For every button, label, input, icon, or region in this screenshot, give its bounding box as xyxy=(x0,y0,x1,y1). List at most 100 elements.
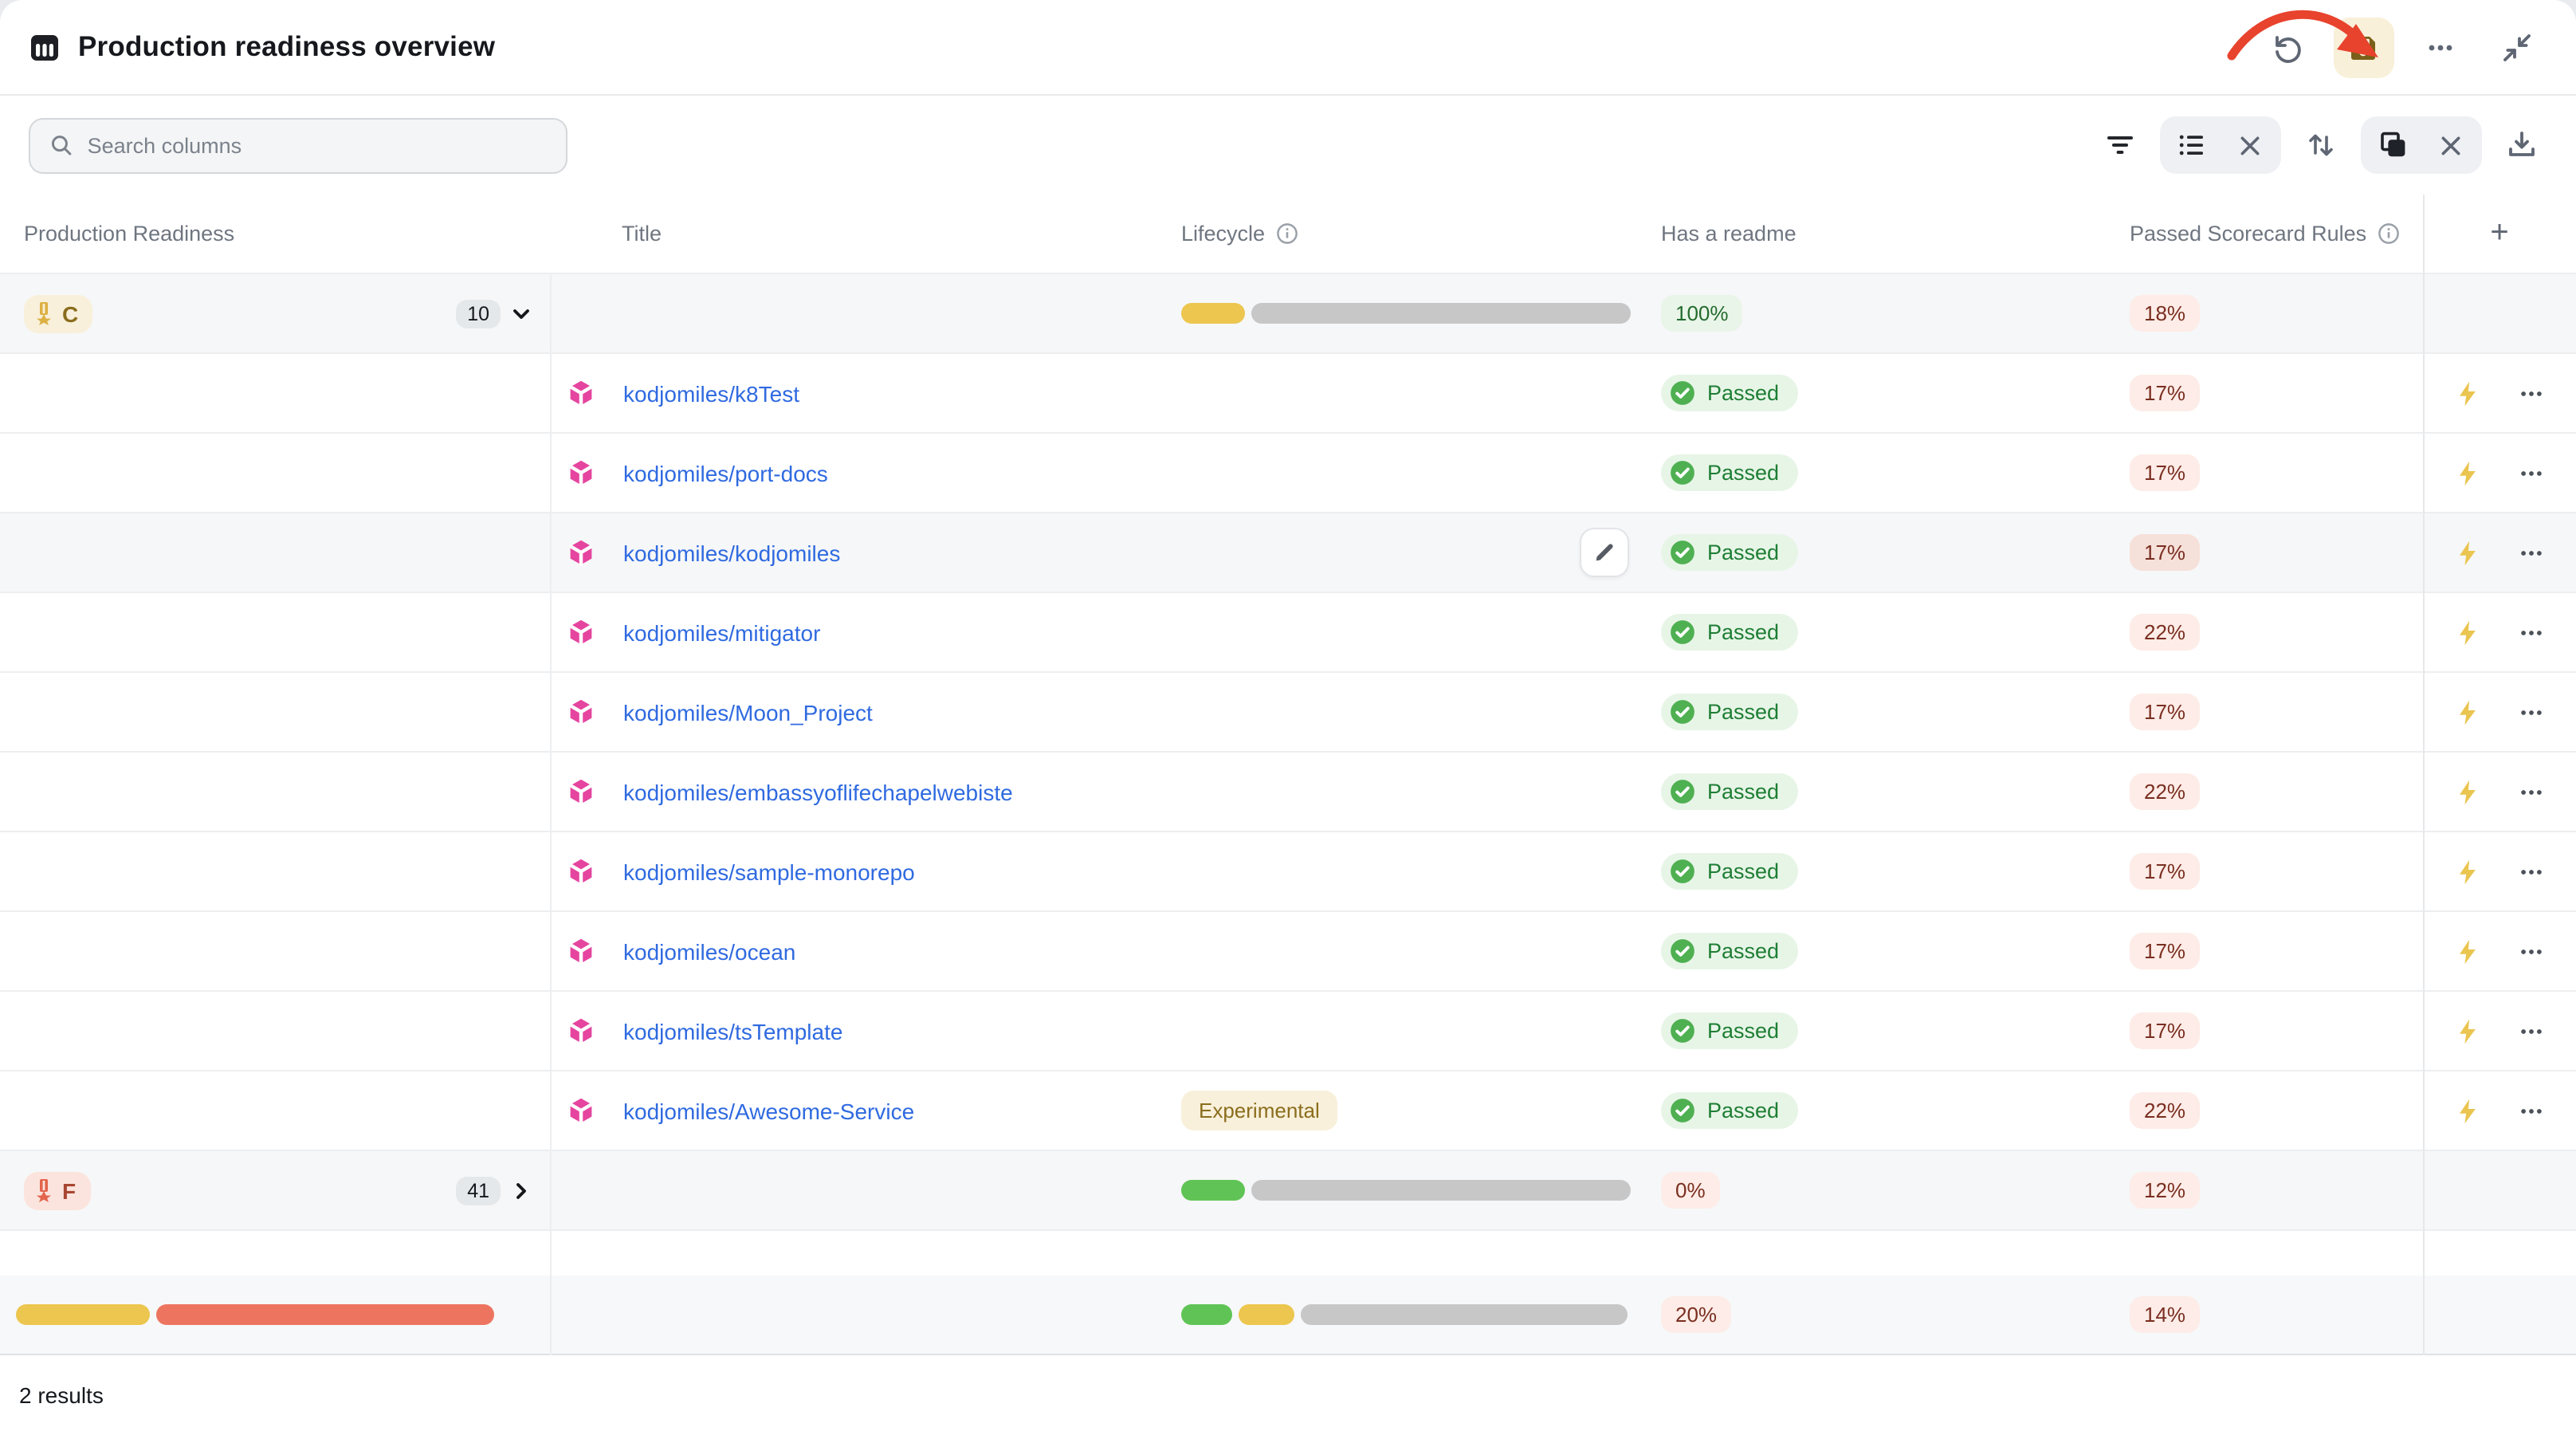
lifecycle-summary-bar xyxy=(1181,303,1631,324)
column-header-title[interactable]: Title xyxy=(622,222,662,246)
edit-cell-button[interactable] xyxy=(1580,528,1629,577)
entity-link[interactable]: kodjomiles/k8Test xyxy=(623,380,799,406)
sort-icon[interactable] xyxy=(2295,120,2346,171)
readme-status-badge: Passed xyxy=(1661,1012,1799,1049)
entity-link[interactable]: kodjomiles/tsTemplate xyxy=(623,1018,843,1044)
pencil-icon xyxy=(1596,544,1613,561)
grade-badge-c: C xyxy=(24,294,93,332)
group-row-grade-f[interactable]: F 41 0% 12% xyxy=(0,1151,2576,1231)
scorecard-percent-badge: 17% xyxy=(2130,694,2201,730)
lightning-icon[interactable] xyxy=(2453,538,2482,567)
info-icon xyxy=(2378,223,2398,244)
copy-stack-icon[interactable] xyxy=(2367,120,2418,171)
column-header-lifecycle[interactable]: Lifecycle xyxy=(1164,195,1650,273)
row-menu-icon[interactable] xyxy=(2517,618,2546,647)
row-menu-icon[interactable] xyxy=(2517,698,2546,726)
entity-link[interactable]: kodjomiles/Awesome-Service xyxy=(623,1098,915,1123)
group-f-count: 41 xyxy=(456,1176,501,1205)
check-circle-icon xyxy=(1671,461,1694,485)
list-icon[interactable] xyxy=(2166,120,2217,171)
row-menu-icon[interactable] xyxy=(2517,1016,2546,1045)
service-cube-icon xyxy=(567,858,595,885)
lightning-icon[interactable] xyxy=(2453,1016,2482,1045)
group-c-toggle[interactable]: 10 xyxy=(456,299,534,328)
table-row[interactable]: kodjomiles/Moon_Project Passed 17% xyxy=(0,673,2576,753)
table-header-row: Production Readiness Title Lifecycle Has… xyxy=(0,195,2576,274)
check-circle-icon xyxy=(1671,1099,1694,1122)
check-circle-icon xyxy=(1671,1019,1694,1043)
lightning-icon[interactable] xyxy=(2453,458,2482,487)
scorecard-percent-badge: 17% xyxy=(2130,375,2201,411)
scorecard-percent-badge: 22% xyxy=(2130,773,2201,810)
lightning-icon[interactable] xyxy=(2453,1096,2482,1125)
table-summary-row: 20% 14% xyxy=(0,1276,2576,1355)
save-icon[interactable] xyxy=(2334,17,2394,77)
search-icon xyxy=(51,136,72,155)
row-menu-icon[interactable] xyxy=(2517,538,2546,567)
lightning-icon[interactable] xyxy=(2453,379,2482,407)
duplicates-pill xyxy=(2361,116,2482,174)
entity-link[interactable]: kodjomiles/embassyoflifechapelwebiste xyxy=(623,779,1013,804)
undo-icon[interactable] xyxy=(2257,17,2318,77)
add-column-button[interactable]: + xyxy=(2474,208,2525,259)
row-menu-icon[interactable] xyxy=(2517,937,2546,965)
table-row[interactable]: kodjomiles/tsTemplate Passed 17% xyxy=(0,992,2576,1071)
table-row[interactable]: kodjomiles/k8Test Passed 17% xyxy=(0,354,2576,434)
readme-status-badge: Passed xyxy=(1661,694,1799,730)
page-title-wrap: Production readiness overview xyxy=(29,30,495,64)
group-f-toggle[interactable]: 41 xyxy=(456,1176,534,1205)
table-row[interactable]: kodjomiles/Awesome-Service Experimental … xyxy=(0,1071,2576,1151)
row-menu-icon[interactable] xyxy=(2517,379,2546,407)
more-options-icon[interactable] xyxy=(2410,17,2471,77)
entity-link[interactable]: kodjomiles/sample-monorepo xyxy=(623,859,915,884)
entity-link[interactable]: kodjomiles/Moon_Project xyxy=(623,699,873,725)
scorecard-percent-badge: 17% xyxy=(2130,933,2201,969)
scorecard-percent-badge: 17% xyxy=(2130,534,2201,571)
lightning-icon[interactable] xyxy=(2453,857,2482,886)
row-menu-icon[interactable] xyxy=(2517,1096,2546,1125)
column-divider xyxy=(550,274,552,1355)
lightning-icon[interactable] xyxy=(2453,698,2482,726)
column-header-passed-scorecard-rules[interactable]: Passed Scorecard Rules xyxy=(2112,195,2423,273)
entity-link[interactable]: kodjomiles/mitigator xyxy=(623,619,821,645)
table-row[interactable]: kodjomiles/ocean Passed 17% xyxy=(0,912,2576,992)
search-columns-input[interactable] xyxy=(87,133,547,157)
grade-badge-f: F xyxy=(24,1171,91,1209)
table-row[interactable]: kodjomiles/sample-monorepo Passed 17% xyxy=(0,832,2576,912)
table-row[interactable]: kodjomiles/kodjomiles Passed 17% xyxy=(0,513,2576,593)
entity-link[interactable]: kodjomiles/port-docs xyxy=(623,460,828,486)
table-row[interactable]: kodjomiles/embassyoflifechapelwebiste Pa… xyxy=(0,753,2576,832)
clear-stack-close-icon[interactable] xyxy=(2425,120,2476,171)
filter-icon[interactable] xyxy=(2095,120,2146,171)
row-menu-icon[interactable] xyxy=(2517,458,2546,487)
service-cube-icon xyxy=(567,619,595,646)
service-cube-icon xyxy=(567,459,595,486)
lightning-icon[interactable] xyxy=(2453,937,2482,965)
download-icon[interactable] xyxy=(2496,120,2547,171)
table-row[interactable]: kodjomiles/mitigator Passed 22% xyxy=(0,593,2576,673)
table-row[interactable]: kodjomiles/port-docs Passed 17% xyxy=(0,434,2576,513)
column-header-production-readiness[interactable]: Production Readiness xyxy=(24,222,235,246)
check-circle-icon xyxy=(1671,859,1694,883)
column-header-has-a-readme[interactable]: Has a readme xyxy=(1661,222,1797,246)
service-cube-icon xyxy=(567,938,595,965)
group-row-grade-c[interactable]: C 10 100% 18% xyxy=(0,274,2576,354)
scorecard-percent-badge: 17% xyxy=(2130,454,2201,491)
search-columns-box[interactable] xyxy=(29,117,567,173)
group-by-pill xyxy=(2160,116,2281,174)
row-menu-icon[interactable] xyxy=(2517,777,2546,806)
clear-group-close-icon[interactable] xyxy=(2224,120,2275,171)
topbar-actions xyxy=(2257,17,2547,77)
scorecard-percent-badge: 18% xyxy=(2130,295,2201,332)
row-menu-icon[interactable] xyxy=(2517,857,2546,886)
check-circle-icon xyxy=(1671,381,1694,405)
lightning-icon[interactable] xyxy=(2453,618,2482,647)
collapse-icon[interactable] xyxy=(2487,17,2547,77)
readme-status-badge: Passed xyxy=(1661,375,1799,411)
entity-link[interactable]: kodjomiles/kodjomiles xyxy=(623,540,841,565)
lightning-icon[interactable] xyxy=(2453,777,2482,806)
entity-link[interactable]: kodjomiles/ocean xyxy=(623,938,796,964)
lifecycle-summary-bar xyxy=(1181,1180,1631,1201)
results-count: 2 results xyxy=(0,1355,2576,1435)
